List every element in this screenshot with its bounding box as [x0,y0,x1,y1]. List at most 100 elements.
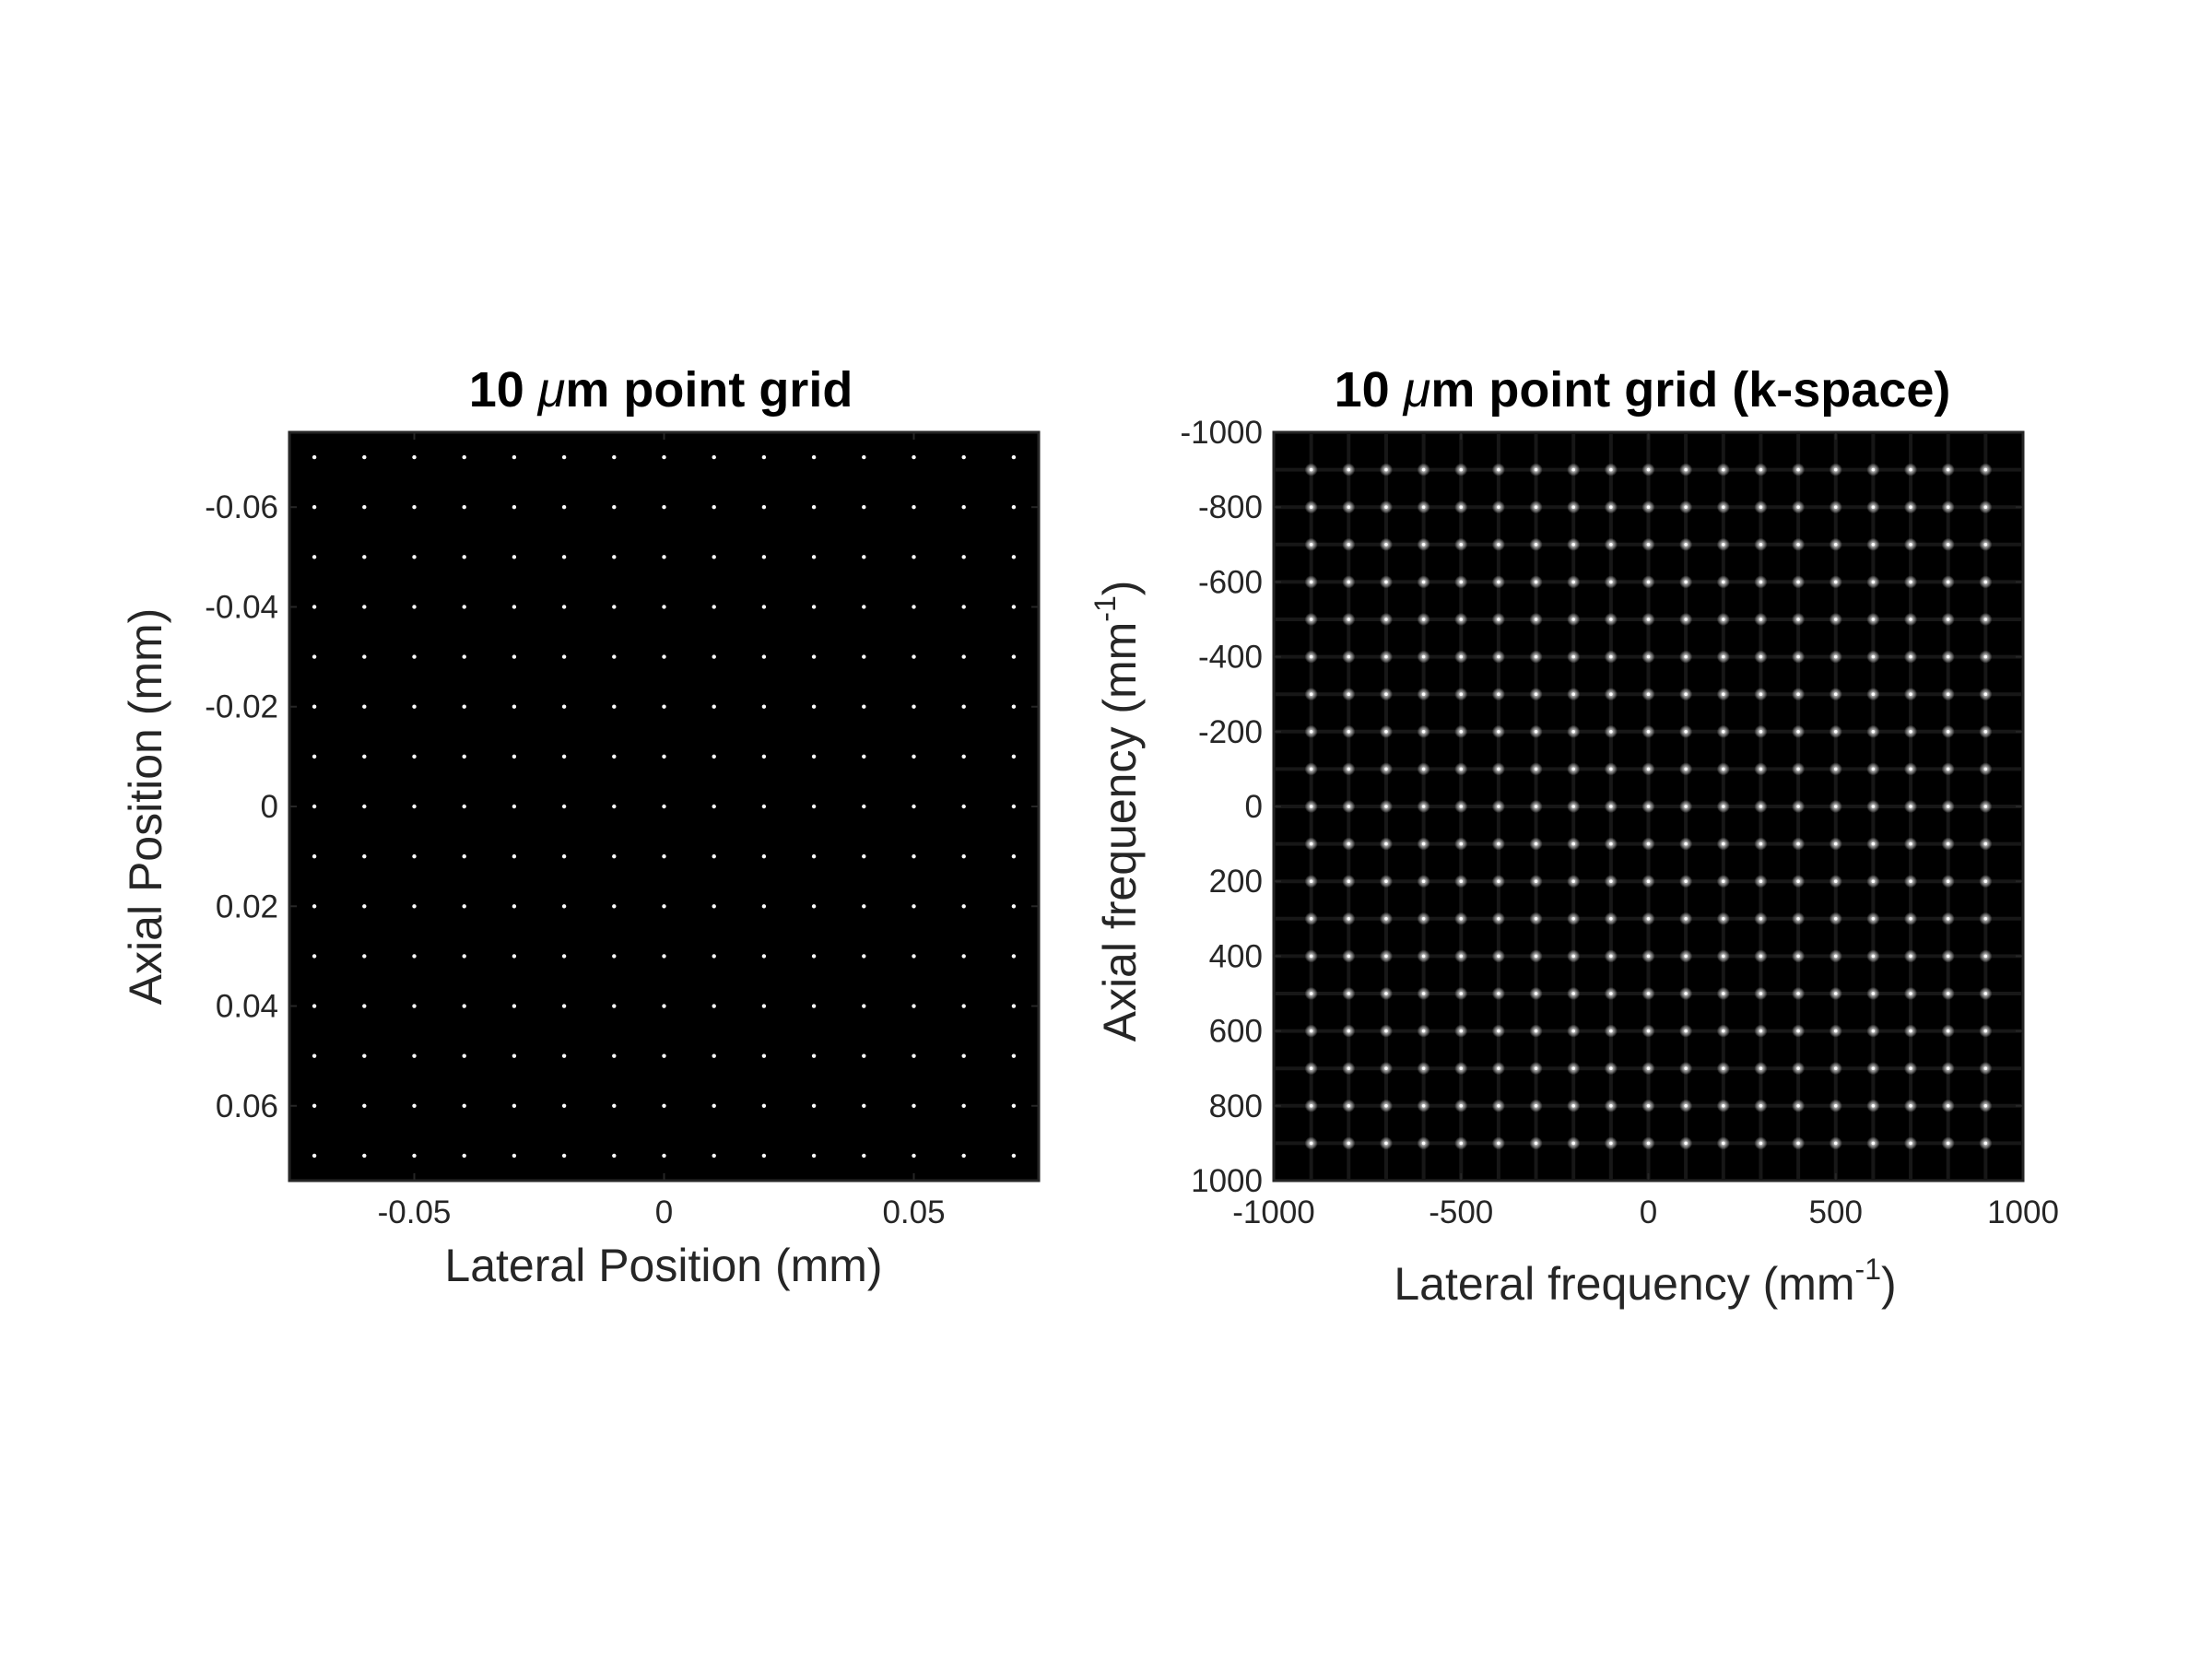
spectral-peak [1946,992,1950,995]
spectral-peak [1497,730,1500,734]
spectral-peak [1722,1029,1725,1033]
spectral-peak [1459,954,1464,959]
spectral-peak [1646,505,1651,509]
spectral-peak [1946,841,1950,846]
grid-point [312,654,317,659]
grid-point [811,853,817,859]
spectral-peak [1309,1104,1313,1108]
grid-point [712,954,716,959]
y-axis-label: Axial Position (mm) [120,608,171,1006]
spectral-peak [1347,917,1351,921]
grid-point [312,1103,317,1109]
spectral-peak [1909,879,1912,883]
spectral-peak [1684,1029,1688,1033]
grid-point [912,1053,916,1058]
spectral-peak [1833,841,1838,846]
spectral-peak [1459,1029,1464,1033]
spectral-peak [1833,618,1838,621]
grid-point [561,505,567,510]
grid-point [862,904,866,909]
spectral-peak [1646,1141,1651,1146]
grid-point [412,505,417,510]
spectral-peak [1833,730,1838,734]
x-tick-label: 0 [655,1194,673,1230]
grid-point [512,1004,517,1008]
spectral-peak [1796,1029,1800,1033]
grid-point [862,1153,866,1159]
y-tick-label: 200 [1209,864,1263,900]
spectral-peak [1684,917,1688,921]
grid-point [912,605,916,609]
grid-point [362,954,367,959]
spectral-peak [1796,954,1800,959]
spectral-peak [1796,692,1800,696]
spectral-peak [1421,1066,1426,1070]
spectral-peak [1983,841,1988,846]
grid-point [412,853,417,859]
grid-point [761,804,767,809]
grid-point [462,1153,466,1159]
spectral-peak [1833,879,1838,883]
spectral-peak [1871,580,1876,584]
spectral-peak [1722,467,1725,472]
spectral-peak [1497,1029,1500,1033]
grid-point [961,1153,966,1159]
spectral-peak [1459,467,1464,472]
grid-point [811,1004,817,1008]
grid-point [761,505,767,510]
grid-point [312,605,317,609]
grid-point [712,555,716,559]
grid-point [712,505,716,510]
grid-point [561,1004,567,1008]
spectral-peak [1833,1104,1838,1108]
y-tick-label: 0.04 [216,989,278,1025]
spectral-peak [1609,505,1613,509]
y-tick-label: -200 [1198,714,1263,750]
grid-point [612,1004,617,1008]
spectral-peak [1871,1029,1876,1033]
spectral-peak [1459,730,1464,734]
spectral-peak [1909,1029,1912,1033]
grid-point [1011,754,1017,759]
grid-point [412,605,417,609]
spectral-peak [1571,767,1575,771]
spectral-peak [1684,1141,1688,1146]
spectral-peak [1759,1066,1763,1070]
spectral-peak [1459,1066,1464,1070]
spectral-peak [1946,1066,1950,1070]
y-tick-label: -1000 [1180,415,1263,451]
spectral-peak [1459,618,1464,621]
spectral-peak [1609,805,1613,808]
spectral-peak [1609,1066,1613,1070]
grid-point [362,1103,367,1109]
grid-point [1011,804,1017,809]
spectral-peak [1609,692,1613,696]
spectral-peak [1384,505,1388,509]
spectral-peak [1833,543,1838,547]
grid-point [761,605,767,609]
grid-point [412,754,417,759]
spectral-peak [1796,1066,1800,1070]
spectral-peak [1646,580,1651,584]
grid-point [712,605,716,609]
grid-point [811,454,817,460]
grid-point [912,904,916,909]
spectral-peak [1609,1029,1613,1033]
spectral-peak [1609,992,1613,995]
spectral-peak [1459,879,1464,883]
grid-point [712,1053,716,1058]
x-tick-label: 1000 [1987,1194,2059,1230]
spectral-peak [1646,654,1651,659]
spectral-peak [1684,1066,1688,1070]
spectral-peak [1796,580,1800,584]
spectral-peak [1684,841,1688,846]
grid-point [362,654,367,659]
spectral-peak [1983,730,1988,734]
grid-point [712,1004,716,1008]
grid-point [512,904,517,909]
spectral-peak [1309,654,1313,659]
grid-point [712,1103,716,1109]
spectral-peak [1347,1104,1351,1108]
spectral-peak [1684,543,1688,547]
spectral-peak [1347,692,1351,696]
